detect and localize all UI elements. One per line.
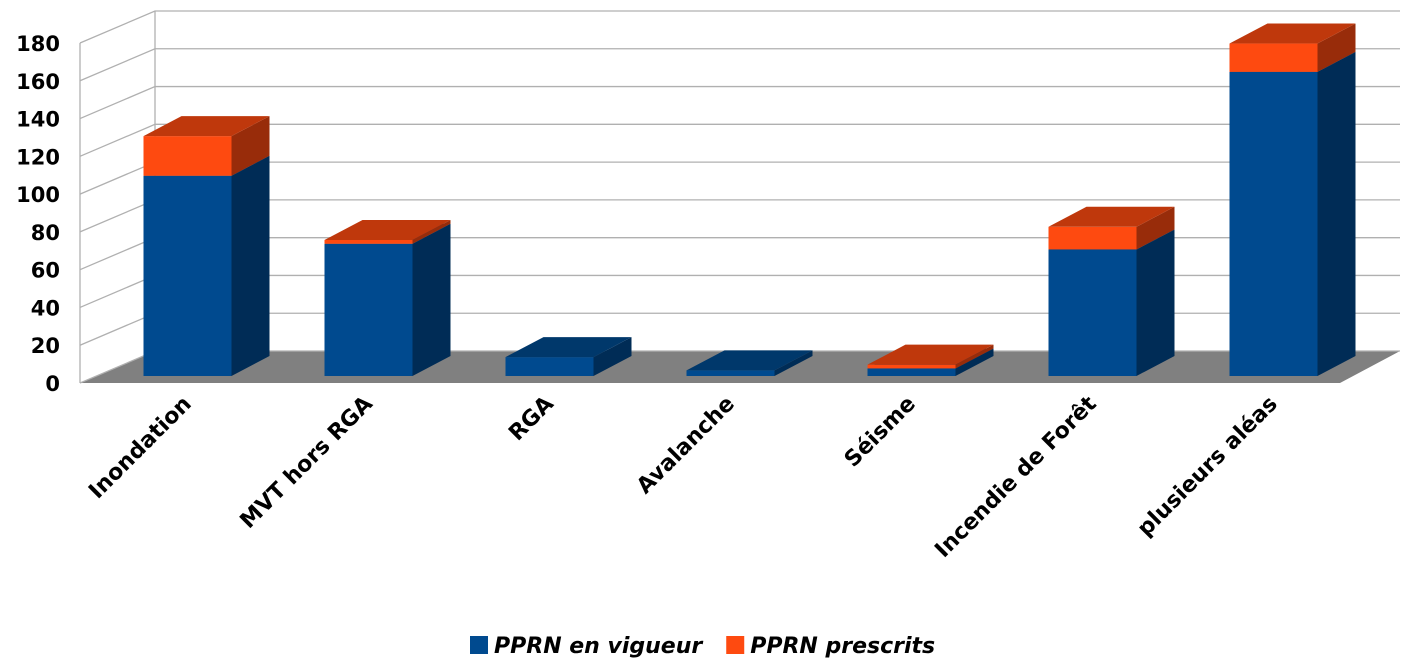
bar-side bbox=[955, 344, 994, 369]
y-tick-label: 80 bbox=[31, 221, 60, 245]
bar-top bbox=[505, 337, 632, 358]
bar bbox=[686, 370, 775, 376]
bar bbox=[324, 240, 413, 244]
bar bbox=[867, 364, 956, 369]
x-tick-label: Avalanche bbox=[632, 392, 740, 500]
legend-label: PPRN en vigueur bbox=[494, 634, 703, 659]
bar bbox=[1048, 226, 1137, 250]
legend-label: PPRN prescrits bbox=[750, 634, 935, 659]
bar-top bbox=[867, 344, 994, 365]
bar-side bbox=[955, 348, 994, 376]
y-tick-label: 180 bbox=[16, 32, 60, 56]
x-tick-label: Séisme bbox=[840, 392, 921, 473]
y-tick-label: 40 bbox=[31, 296, 60, 320]
bar-top bbox=[1048, 206, 1175, 227]
grid-line bbox=[79, 85, 1400, 120]
bar-top bbox=[324, 220, 451, 240]
y-tick-label: 100 bbox=[16, 183, 60, 207]
bar-top bbox=[686, 350, 813, 371]
bar-side bbox=[774, 350, 813, 376]
grid-line bbox=[79, 312, 1400, 346]
bar bbox=[505, 357, 594, 376]
bar bbox=[143, 136, 232, 176]
legend-swatch bbox=[470, 636, 488, 654]
bar-top bbox=[143, 116, 270, 137]
x-tick-label: Inondation bbox=[84, 392, 196, 504]
x-tick-label: plusieurs aléas bbox=[1133, 392, 1283, 542]
grid-line bbox=[79, 161, 1400, 195]
bar bbox=[867, 368, 956, 376]
bar-side bbox=[231, 116, 270, 176]
bar-side bbox=[1317, 51, 1356, 377]
bar-side bbox=[593, 337, 632, 376]
grid-line bbox=[79, 10, 1400, 44]
y-tick-label: 160 bbox=[16, 70, 60, 94]
y-tick-label: 0 bbox=[45, 372, 60, 396]
grid-line bbox=[79, 199, 1400, 233]
y-tick-label: 120 bbox=[16, 145, 60, 169]
grid-line bbox=[79, 48, 1400, 82]
x-tick-label: Incendie de Forêt bbox=[930, 391, 1102, 563]
bar bbox=[1048, 249, 1137, 376]
bar-side bbox=[412, 223, 451, 376]
bar bbox=[1229, 43, 1318, 72]
legend-swatch bbox=[726, 636, 745, 654]
bar-side bbox=[1317, 23, 1356, 72]
grid-line bbox=[79, 237, 1400, 271]
y-tick-label: 140 bbox=[16, 108, 60, 132]
bar-side bbox=[231, 155, 270, 376]
bar bbox=[324, 243, 413, 376]
y-tick-label: 60 bbox=[31, 259, 60, 283]
x-tick-label: RGA bbox=[504, 392, 558, 446]
grid-line bbox=[79, 123, 1400, 157]
bar-side bbox=[1136, 229, 1175, 376]
bar-side bbox=[412, 220, 451, 244]
bar bbox=[1229, 71, 1318, 376]
bar-top bbox=[1229, 23, 1356, 44]
bar bbox=[143, 175, 232, 376]
grid-line bbox=[79, 274, 1400, 309]
bar-side bbox=[1136, 206, 1175, 250]
x-tick-label: MVT hors RGA bbox=[236, 392, 378, 534]
y-tick-label: 20 bbox=[31, 334, 60, 358]
